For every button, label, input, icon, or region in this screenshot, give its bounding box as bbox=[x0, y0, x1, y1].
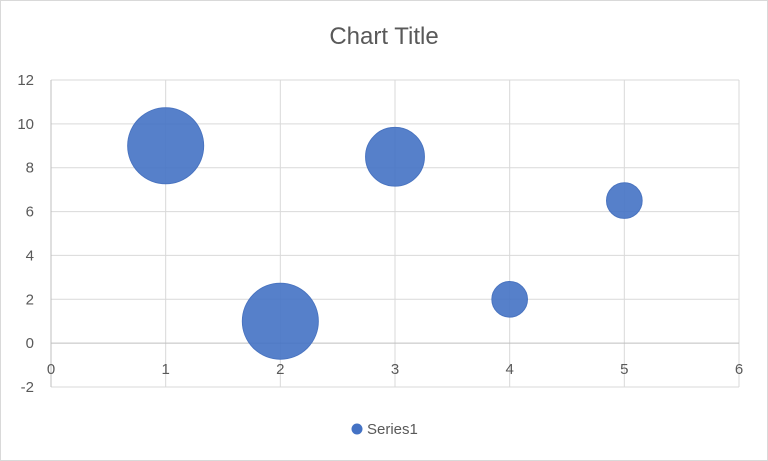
chart-title: Chart Title bbox=[329, 23, 438, 50]
y-tick-label: 2 bbox=[26, 291, 34, 308]
y-tick-label: 12 bbox=[17, 72, 34, 89]
bubble-point bbox=[365, 126, 425, 187]
y-tick-label: 0 bbox=[26, 335, 34, 352]
y-tick-label: 4 bbox=[26, 247, 34, 264]
bubble-point bbox=[606, 182, 643, 219]
axis-layer bbox=[50, 80, 739, 387]
x-tick-label: 5 bbox=[620, 361, 628, 378]
y-tick-label: 6 bbox=[26, 204, 34, 221]
y-tick-label: 8 bbox=[26, 160, 34, 177]
y-tick-label: -2 bbox=[21, 379, 34, 396]
legend-label-series1: Series1 bbox=[367, 421, 418, 438]
legend-marker-series1 bbox=[351, 423, 363, 435]
x-tick-label: 0 bbox=[47, 361, 55, 378]
bubble-layer bbox=[127, 107, 643, 360]
x-tick-label: 3 bbox=[391, 361, 399, 378]
x-tick-label: 1 bbox=[161, 361, 169, 378]
x-tick-label: 6 bbox=[735, 361, 743, 378]
x-tick-label: 2 bbox=[276, 361, 284, 378]
legend: Series1 bbox=[351, 421, 418, 438]
x-tick-label: 4 bbox=[505, 361, 513, 378]
bubble-point bbox=[241, 282, 319, 360]
bubble-point bbox=[127, 107, 205, 185]
y-tick-label: 10 bbox=[17, 116, 34, 133]
bubble-point bbox=[491, 280, 528, 318]
